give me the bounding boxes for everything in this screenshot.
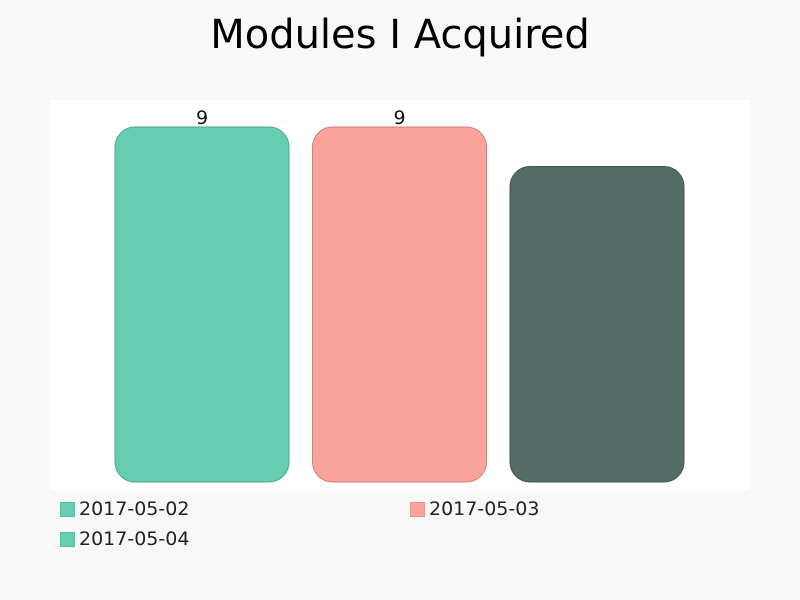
legend-item[interactable]: 2017-05-03 xyxy=(410,498,539,520)
legend-label: 2017-05-03 xyxy=(429,498,540,520)
data-label-2017-05-03: 9 xyxy=(393,107,405,129)
legend-swatch xyxy=(60,501,75,517)
legend-label: 2017-05-02 xyxy=(79,498,190,520)
bar-2017-05-03 xyxy=(312,126,487,483)
data-label-2017-05-02: 9 xyxy=(196,107,208,129)
legend-item[interactable]: 2017-05-04 xyxy=(60,528,189,550)
bar-2017-05-04 xyxy=(509,165,685,483)
bar-2017-05-02 xyxy=(114,126,290,483)
legend-item[interactable]: 2017-05-02 xyxy=(60,498,189,520)
chart-title: Modules I Acquired xyxy=(210,12,590,58)
legend-label: 2017-05-04 xyxy=(79,528,190,550)
legend-swatch xyxy=(410,501,425,517)
legend-swatch xyxy=(60,531,75,547)
